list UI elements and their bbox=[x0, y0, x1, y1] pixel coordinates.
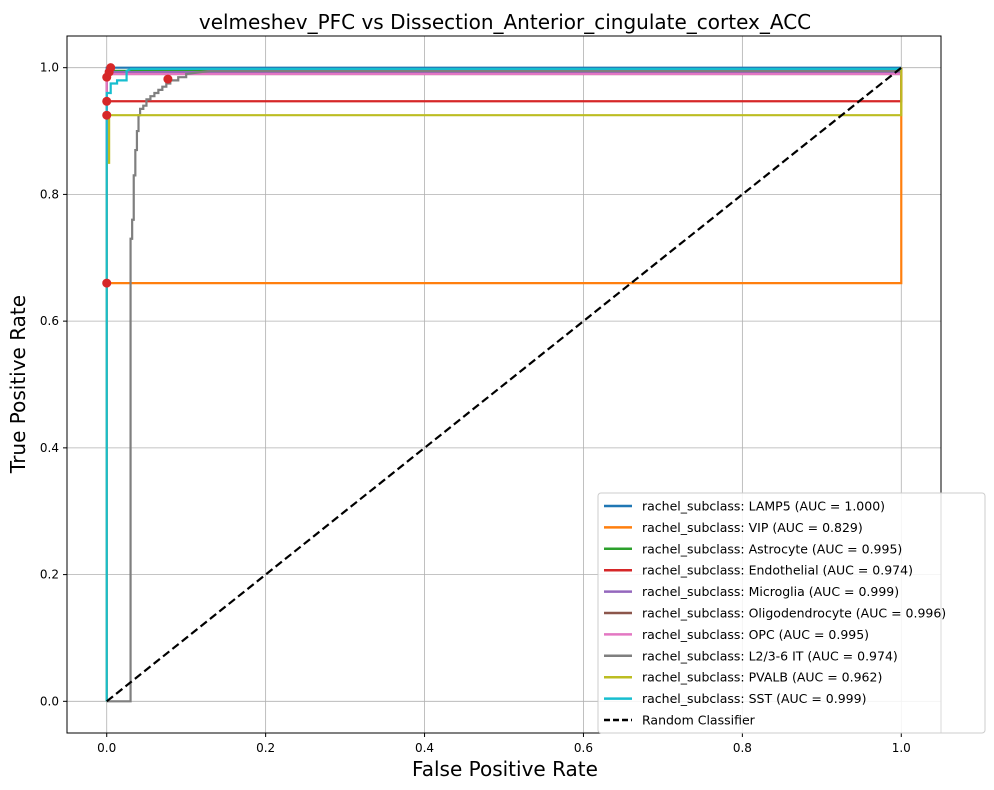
legend-label: rachel_subclass: Microglia (AUC = 0.999) bbox=[642, 584, 899, 599]
y-tick-label: 0.6 bbox=[40, 314, 59, 328]
legend-label: rachel_subclass: VIP (AUC = 0.829) bbox=[642, 520, 863, 535]
legend-label: rachel_subclass: Oligodendrocyte (AUC = … bbox=[642, 606, 946, 621]
grid bbox=[67, 36, 941, 733]
threshold-marker bbox=[163, 74, 173, 84]
y-tick-label: 0.2 bbox=[40, 568, 59, 582]
y-tick-label: 1.0 bbox=[40, 61, 59, 75]
legend-label: rachel_subclass: Endothelial (AUC = 0.97… bbox=[642, 563, 913, 578]
y-tick-label: 0.8 bbox=[40, 187, 59, 201]
y-axis-label: True Positive Rate bbox=[6, 295, 30, 474]
x-tick-label: 0.0 bbox=[97, 741, 116, 755]
legend: rachel_subclass: LAMP5 (AUC = 1.000) rach… bbox=[597, 492, 986, 734]
x-tick-label: 1.0 bbox=[892, 741, 911, 755]
threshold-marker bbox=[102, 110, 112, 120]
y-tick-label: 0.4 bbox=[40, 441, 59, 455]
y-tick-label: 0.0 bbox=[40, 694, 59, 708]
marker-layer bbox=[102, 63, 173, 288]
x-tick-label: 0.2 bbox=[256, 741, 275, 755]
x-tick-label: 0.6 bbox=[574, 741, 593, 755]
chart-title: velmeshev_PFC vs Dissection_Anterior_cin… bbox=[199, 10, 811, 34]
legend-label: rachel_subclass: PVALB (AUC = 0.962) bbox=[642, 670, 882, 685]
legend-label: Random Classifier bbox=[642, 713, 756, 728]
x-axis-ticks: 0.0 0.2 0.4 0.6 0.8 1.0 bbox=[97, 733, 911, 755]
roc-curve-series-9 bbox=[105, 67, 902, 702]
legend-label: rachel_subclass: L2/3-6 IT (AUC = 0.974) bbox=[642, 648, 898, 663]
random-classifier-line bbox=[106, 66, 902, 703]
legend-label: rachel_subclass: SST (AUC = 0.999) bbox=[642, 691, 866, 706]
y-axis-ticks: 0.0 0.2 0.4 0.6 0.8 1.0 bbox=[40, 61, 67, 708]
threshold-marker bbox=[106, 63, 116, 73]
threshold-marker bbox=[102, 96, 112, 106]
plot-frame bbox=[66, 35, 942, 734]
x-axis-label: False Positive Rate bbox=[412, 757, 598, 781]
legend-label: rachel_subclass: LAMP5 (AUC = 1.000) bbox=[642, 499, 885, 514]
x-tick-label: 0.4 bbox=[415, 741, 434, 755]
x-tick-label: 0.8 bbox=[733, 741, 752, 755]
legend-label: rachel_subclass: OPC (AUC = 0.995) bbox=[642, 627, 869, 642]
threshold-marker bbox=[102, 278, 112, 288]
legend-label: rachel_subclass: Astrocyte (AUC = 0.995) bbox=[642, 541, 902, 556]
legend-box bbox=[597, 492, 986, 734]
